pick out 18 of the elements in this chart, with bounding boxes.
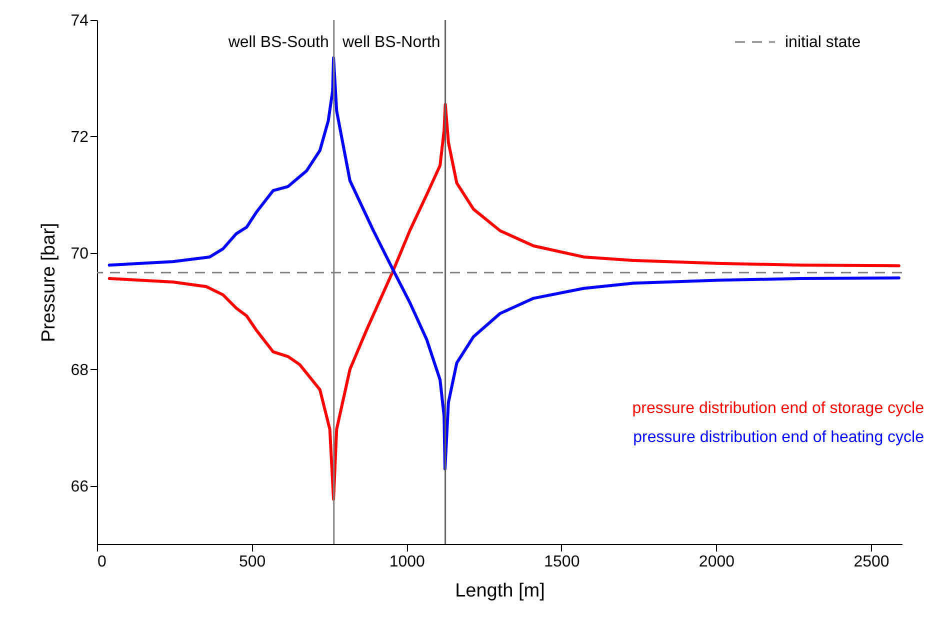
y-axis-title: Pressure [bar] (38, 222, 60, 342)
x-axis-title: Length [m] (455, 580, 545, 602)
x-tick-label: 1000 (389, 554, 426, 570)
x-tick-label: 1500 (544, 554, 580, 570)
text: pressure distribution end of storage cycle (632, 400, 924, 417)
x-tick-label: 500 (238, 554, 266, 570)
legend-label: initial state (785, 34, 861, 51)
y-tick-label: 68 (70, 362, 89, 379)
y-tick-label: 70 (70, 245, 89, 262)
y-tick-label: 72 (70, 128, 89, 146)
y-tick-label: 66 (70, 478, 89, 496)
ref-line-label: well BS-North (342, 34, 440, 51)
text: pressure distribution end of heating cycle (633, 429, 924, 446)
x-tick-label: 0 (98, 554, 106, 570)
x-tick-label: 2000 (698, 554, 735, 570)
y-tick-label: 74 (70, 12, 89, 30)
x-tick-label: 2500 (854, 554, 890, 570)
ref-line-label: well BS-South (227, 34, 329, 51)
